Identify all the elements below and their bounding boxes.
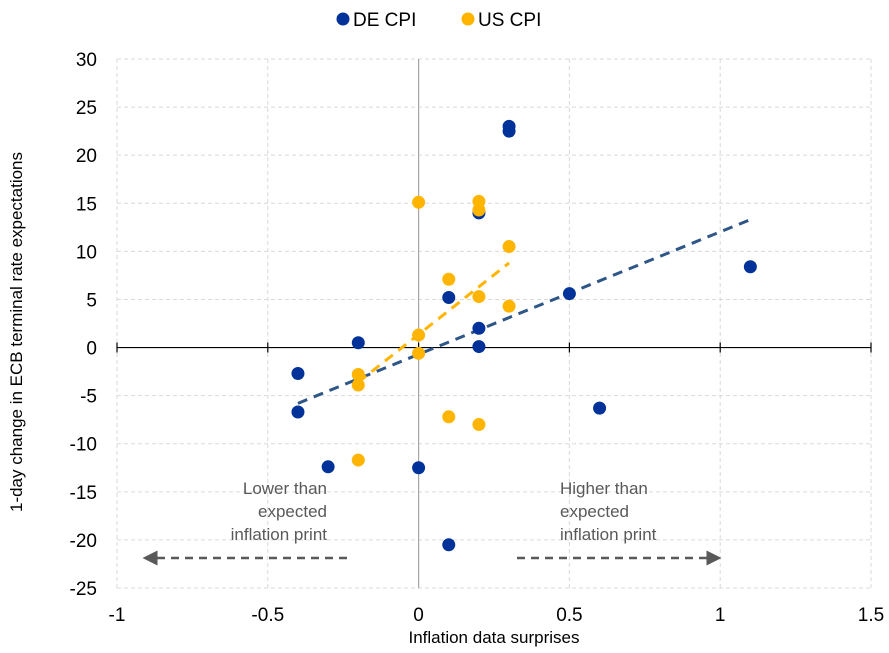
- y-tick-label-0: 0: [86, 339, 97, 360]
- point-series-1-12: [502, 240, 516, 254]
- point-series-0-1: [291, 405, 305, 419]
- y-tick-labels: 30 25 20 15 10 5 0 -5 -10 -15 -20 -25: [70, 50, 97, 600]
- annotation-higher-line2: expected: [560, 502, 629, 521]
- y-tick-label-m25: -25: [70, 579, 97, 600]
- point-series-0-11: [502, 124, 516, 138]
- point-series-0-8: [472, 321, 486, 335]
- point-series-1-7: [442, 410, 456, 424]
- point-series-0-14: [743, 260, 757, 274]
- annotation-lower-line3: inflation print: [231, 525, 328, 544]
- point-series-0-6: [442, 538, 456, 552]
- x-tick-label-0: 0: [413, 605, 424, 626]
- point-series-0-9: [472, 340, 486, 354]
- point-series-1-0: [351, 367, 365, 381]
- point-series-1-9: [472, 203, 486, 217]
- y-axis-title: 1-day change in ECB terminal rate expect…: [7, 152, 26, 512]
- y-tick-label-5: 5: [86, 290, 97, 311]
- x-tick-label-0p5: 0.5: [556, 605, 582, 626]
- point-series-0-4: [412, 461, 426, 475]
- point-series-0-2: [321, 460, 335, 474]
- annotation-lower-line1: Lower than: [243, 479, 327, 498]
- annotation-higher-line1: Higher than: [560, 479, 648, 498]
- legend-label-us-cpi: US CPI: [478, 10, 541, 31]
- y-tick-label-m5: -5: [80, 387, 97, 408]
- annotation-higher: Higher than expected inflation print: [517, 479, 722, 566]
- y-tick-label-15: 15: [76, 194, 97, 215]
- y-tick-label-m10: -10: [70, 435, 97, 456]
- trendlines: [297, 218, 751, 405]
- trendline-series-1: [357, 261, 511, 384]
- point-series-1-3: [412, 195, 426, 209]
- x-tick-label-m0p5: -0.5: [251, 605, 284, 626]
- point-series-0-5: [442, 291, 456, 305]
- y-tick-label-25: 25: [76, 98, 97, 119]
- y-tick-label-20: 20: [76, 146, 97, 167]
- point-series-1-11: [472, 417, 486, 431]
- annotation-lower: Lower than expected inflation print: [142, 479, 347, 566]
- x-tick-labels: -1 -0.5 0 0.5 1 1.5: [109, 605, 885, 626]
- x-tick-label-1p5: 1.5: [858, 605, 884, 626]
- trendline-series-0: [297, 218, 751, 405]
- y-tick-label-m20: -20: [70, 531, 97, 552]
- y-tick-label-30: 30: [76, 50, 97, 71]
- point-series-1-6: [442, 272, 456, 286]
- x-tick-label-1: 1: [715, 605, 726, 626]
- legend-label-de-cpi: DE CPI: [353, 10, 416, 31]
- legend: DE CPI US CPI: [336, 10, 541, 31]
- annotation-lower-line2: expected: [258, 502, 327, 521]
- point-series-1-5: [412, 346, 426, 360]
- point-series-1-10: [472, 290, 486, 304]
- legend-marker-us-cpi: [461, 12, 475, 26]
- y-tick-label-10: 10: [76, 242, 97, 263]
- point-series-1-13: [502, 299, 516, 313]
- y-tick-label-m15: -15: [70, 483, 97, 504]
- legend-marker-de-cpi: [336, 12, 350, 26]
- point-series-1-2: [351, 453, 365, 467]
- data-points: [291, 119, 757, 552]
- point-series-0-13: [593, 401, 607, 415]
- point-series-0-0: [291, 367, 305, 381]
- point-series-1-4: [412, 328, 426, 342]
- annotation-higher-line3: inflation print: [560, 525, 657, 544]
- point-series-0-12: [562, 287, 576, 301]
- point-series-1-1: [351, 378, 365, 392]
- x-axis-title: Inflation data surprises: [408, 628, 579, 647]
- x-tick-label-m1: -1: [109, 605, 126, 626]
- point-series-0-3: [351, 336, 365, 350]
